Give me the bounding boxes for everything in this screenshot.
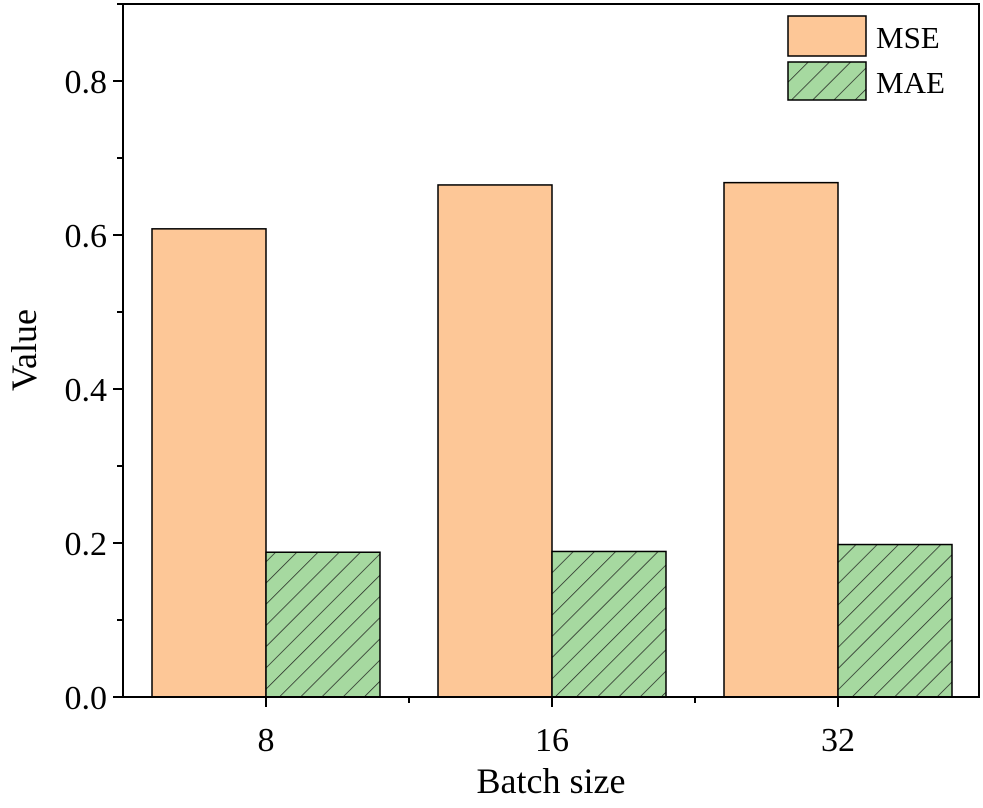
legend-swatch-mae <box>787 61 867 101</box>
bars-layer <box>151 181 953 698</box>
x-tick-label: 8 <box>258 722 275 759</box>
legend-swatch-mse <box>787 15 867 57</box>
bar-mse-16 <box>437 184 553 698</box>
x-tick-label: 16 <box>535 722 569 759</box>
bar-mae-32 <box>837 543 953 698</box>
bar-mse-8 <box>151 228 267 698</box>
legend-label-mae: MAE <box>876 65 945 100</box>
y-tick-label: 0.2 <box>65 526 108 563</box>
bar-mae-8 <box>265 551 381 698</box>
y-tick-label: 0.8 <box>65 64 108 101</box>
axes-layer: 0.0 0.2 0.4 0.6 0.8 8 16 32 <box>65 3 980 759</box>
x-axis-title: Batch size <box>477 761 626 801</box>
y-tick-label: 0.6 <box>65 218 108 255</box>
legend-label-mse: MSE <box>876 20 940 55</box>
y-tick-label: 0.4 <box>65 372 108 409</box>
x-tick-label: 32 <box>821 722 855 759</box>
bar-mse-32 <box>723 181 839 698</box>
y-tick-label: 0.0 <box>65 680 108 717</box>
legend: MSE MAE <box>787 15 945 101</box>
y-axis-title: Value <box>4 309 44 391</box>
bar-mae-16 <box>551 550 667 698</box>
